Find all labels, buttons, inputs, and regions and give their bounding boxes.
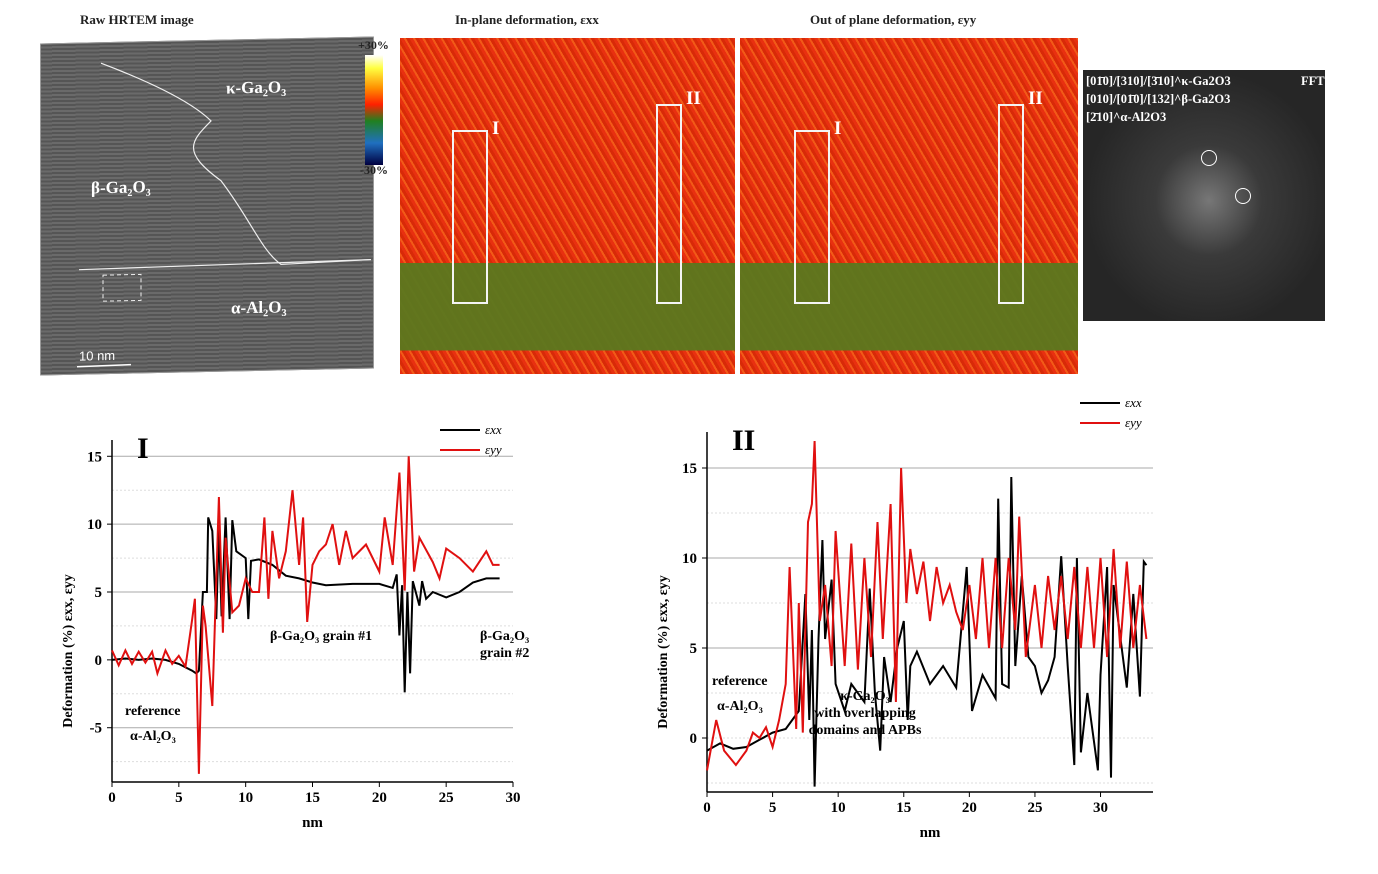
chart-II: 0 5 10 15 20 25 30 0 5 10 15 nm Deformation (%) εxx,… xyxy=(656,395,1153,841)
x-tick-label: 15 xyxy=(305,790,320,806)
series-line-eyy xyxy=(111,456,500,774)
colorbar-min: -30% xyxy=(360,163,388,177)
scale-bar-label: 10 nm xyxy=(79,347,116,364)
x-tick-label: 20 xyxy=(372,790,387,806)
legend-label: εxx xyxy=(1125,395,1142,410)
outplane-title: Out of plane deformation, εyy xyxy=(810,12,977,27)
region-II-label: II xyxy=(1028,88,1043,109)
fft-spot-circle xyxy=(1235,188,1251,204)
fft-zone-beta: [010]/[01̄0]/[132]^β-Ga2O3 xyxy=(1086,92,1231,106)
inplane-strain-map: I II xyxy=(400,38,735,374)
region-I-label: I xyxy=(834,118,842,139)
x-tick-label: 25 xyxy=(439,790,454,806)
panel-label: II xyxy=(732,424,755,457)
colorbar xyxy=(365,55,383,165)
region-II-label: II xyxy=(686,88,701,109)
y-axis-label: Deformation (%) εxx, εyy xyxy=(61,574,76,728)
x-tick-label: 30 xyxy=(1093,800,1108,816)
series-line-exx xyxy=(706,476,1148,787)
annotation-reference-phase: α-Al₂O₃ xyxy=(717,699,763,714)
grain-boundary-lines xyxy=(76,62,372,368)
region-I-label: I xyxy=(492,118,500,139)
x-tick-label: 5 xyxy=(769,800,777,816)
y-axis-label: Deformation (%) εxx, εyy xyxy=(656,575,671,729)
hrtem-image: κ-Ga₂O₃ β-Ga₂O₃ α-Al₂O₃ 10 nm xyxy=(40,36,374,376)
inplane-title: In-plane deformation, εxx xyxy=(455,12,599,27)
y-tick-label: 0 xyxy=(95,653,103,669)
y-tick-label: 5 xyxy=(690,641,698,657)
y-tick-label: 15 xyxy=(682,461,697,477)
x-tick-label: 20 xyxy=(962,800,977,816)
annotation-reference: reference xyxy=(712,674,767,689)
x-tick-label: 10 xyxy=(238,790,253,806)
region-I-box xyxy=(452,130,488,304)
y-tick-label: 10 xyxy=(87,517,102,533)
x-tick-label: 10 xyxy=(831,800,846,816)
legend-label: εyy xyxy=(485,442,502,457)
label-kappa: κ-Ga₂O₃ xyxy=(226,77,287,98)
y-tick-label: 10 xyxy=(682,551,697,567)
panel-label: I xyxy=(137,432,149,465)
annotation-reference-phase: α-Al₂O₃ xyxy=(130,729,176,744)
x-tick-label: 15 xyxy=(896,800,911,816)
label-beta: β-Ga₂O₃ xyxy=(91,177,151,198)
y-tick-label: 15 xyxy=(87,449,102,465)
x-axis-label: nm xyxy=(920,825,941,841)
x-tick-label: 5 xyxy=(175,790,183,806)
outplane-strain-map: I II xyxy=(740,38,1078,374)
x-tick-label: 0 xyxy=(703,800,711,816)
y-tick-label: 5 xyxy=(95,585,103,601)
fft-image: [01̄0]/[310]/[3̄10]^κ-Ga2O3 [010]/[01̄0]… xyxy=(1083,70,1325,321)
y-tick-label: -5 xyxy=(90,721,103,737)
annotation-grain1: β-Ga₂O₃ grain #1 xyxy=(270,629,372,644)
annotation-kappa: κ-Ga₂O₃ with overlapping domains and APBs xyxy=(809,689,922,738)
series-line-eyy xyxy=(706,440,1148,771)
chart-I: 0 5 10 15 20 25 30 -5 0 5 10 15 nm Deformation (%) εx… xyxy=(61,422,529,831)
y-tick-label: 0 xyxy=(690,731,698,747)
fft-zone-kappa: [01̄0]/[310]/[3̄10]^κ-Ga2O3 xyxy=(1086,74,1231,88)
fft-title: FFT xyxy=(1301,74,1325,88)
region-II-box xyxy=(656,104,682,304)
annotation-reference: reference xyxy=(125,704,180,719)
legend-label: εyy xyxy=(1125,415,1142,430)
x-tick-label: 0 xyxy=(108,790,116,806)
hrtem-title: Raw HRTEM image xyxy=(80,12,194,27)
colorbar-max: +30% xyxy=(358,38,389,52)
label-alpha: α-Al₂O₃ xyxy=(231,297,287,318)
x-tick-label: 25 xyxy=(1027,800,1042,816)
region-I-box xyxy=(794,130,830,304)
x-axis-label: nm xyxy=(302,815,323,831)
annotation-grain2: β-Ga₂O₃ grain #2 xyxy=(480,629,529,661)
x-tick-label: 30 xyxy=(506,790,521,806)
region-II-box xyxy=(998,104,1024,304)
fft-spot-circle xyxy=(1201,150,1217,166)
fft-zone-alpha: [2̄10]^α-Al2O3 xyxy=(1086,110,1167,124)
legend-label: εxx xyxy=(485,422,502,437)
